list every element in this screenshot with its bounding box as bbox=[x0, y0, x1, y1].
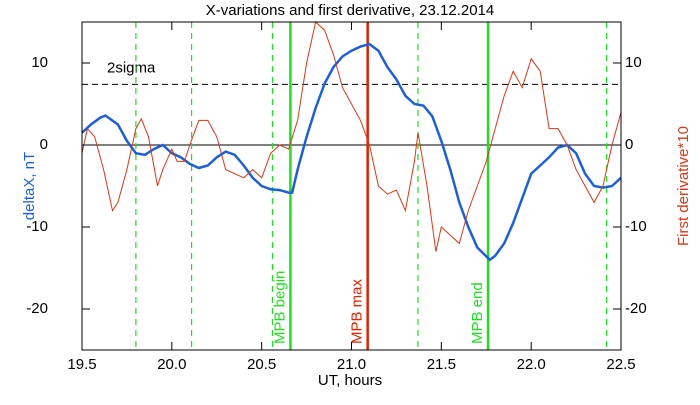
chart-title: X-variations and first derivative, 23.12… bbox=[206, 2, 495, 19]
x-tick-label: 21.0 bbox=[337, 356, 366, 373]
y2-tick-label: 0 bbox=[625, 136, 633, 153]
y2-tick-label: -10 bbox=[625, 218, 647, 235]
y2-tick-label: -20 bbox=[625, 300, 647, 317]
y2-axis-label: First derivative*10 bbox=[675, 126, 692, 246]
reference-label: MPB end bbox=[469, 282, 486, 344]
reference-label: 2sigma bbox=[107, 59, 156, 76]
x-tick-label: 21.5 bbox=[427, 356, 456, 373]
y-tick-label: -20 bbox=[26, 300, 48, 317]
reference-label: MPB begin bbox=[271, 271, 288, 344]
data-line bbox=[81, 21, 622, 252]
y-tick-label: 0 bbox=[40, 136, 48, 153]
x-tick-label: 22.0 bbox=[517, 356, 546, 373]
reference-label: MPB max bbox=[349, 278, 366, 344]
x-tick-label: 20.0 bbox=[157, 356, 186, 373]
y-tick-label: -10 bbox=[26, 218, 48, 235]
y2-tick-label: 10 bbox=[625, 54, 642, 71]
x-tick-label: 19.5 bbox=[67, 356, 96, 373]
y-tick-label: 10 bbox=[31, 54, 48, 71]
x-tick-label: 20.5 bbox=[247, 356, 276, 373]
x-axis-label: UT, hours bbox=[318, 372, 382, 389]
x-tick-label: 22.5 bbox=[606, 356, 635, 373]
data-line bbox=[81, 42, 622, 262]
y-axis-label: deltaX, nT bbox=[21, 152, 38, 220]
